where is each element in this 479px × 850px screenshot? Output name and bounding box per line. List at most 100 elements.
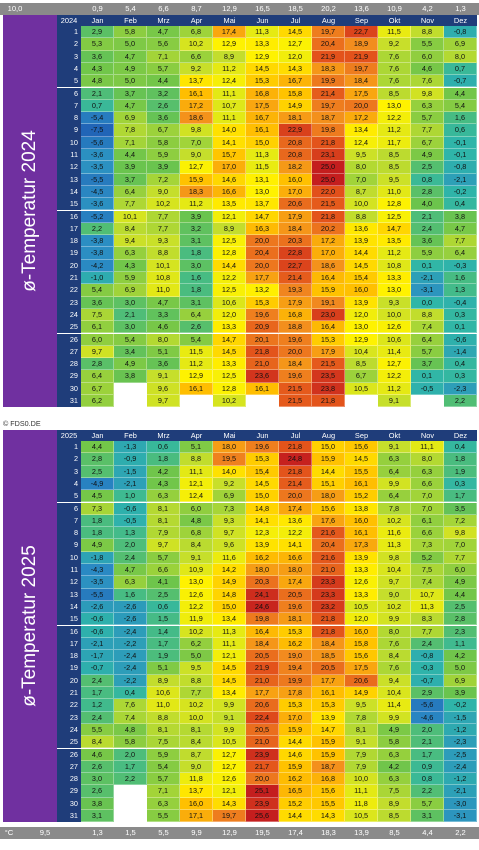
day-label: 25 (57, 736, 81, 749)
temperature-cell: 7,5 (147, 736, 180, 749)
temperature-cell: 15,0 (246, 136, 279, 149)
temperature-cell: 3,5 (444, 502, 477, 515)
temperature-cell: 16,0 (345, 284, 378, 297)
temperature-cell: 11,4 (378, 699, 411, 712)
temperature-cell: 7,9 (345, 748, 378, 761)
temperature-cell: 6,4 (114, 185, 147, 199)
temperature-cell: 5,7 (411, 112, 444, 125)
temperature-cell: 3,1 (411, 810, 444, 823)
temperature-cell: 3,6 (81, 296, 114, 309)
temperature-cell: 12,5 (378, 210, 411, 223)
temperature-cell: 9,9 (378, 477, 411, 491)
temperature-cell: 3,0 (114, 321, 147, 334)
temperature-cell: 1,7 (81, 687, 114, 700)
temperature-cell: 3,1 (180, 235, 213, 248)
temperature-cell: 9,0 (180, 760, 213, 774)
temperature-cell: 21,9 (246, 662, 279, 675)
day-label: 27 (57, 345, 81, 359)
temperature-cell: 7,9 (147, 527, 180, 540)
temperature-cell: 15,2 (345, 490, 378, 503)
temperature-cell: 3,8 (81, 797, 114, 810)
temperature-cell: 13,3 (345, 564, 378, 577)
heatmap-grid: 1 4,4 -1,3 0,6 5,1 18,0 19,6 21,8 15,0 15,6 9,1 11,… (57, 441, 477, 823)
temperature-cell: 23,6 (246, 370, 279, 383)
temperature-cell: 9,9 (213, 699, 246, 712)
temperature-cell: 13,0 (378, 284, 411, 297)
temperature-cell: 18,8 (279, 321, 312, 334)
temperature-cell: 6,3 (378, 748, 411, 761)
month-label: Apr (190, 16, 203, 25)
temperature-cell: 6,6 (147, 564, 180, 577)
temperature-cell: 10,7 (411, 588, 444, 601)
temperature-cell: 6,6 (411, 527, 444, 540)
temperature-cell: 5,7 (411, 345, 444, 359)
temperature-cell: 10,0 (345, 773, 378, 786)
day-label: 14 (57, 600, 81, 614)
temperature-cell: 16,8 (312, 773, 345, 786)
month-label: Aug (321, 16, 336, 25)
temperature-cell: 21,0 (246, 674, 279, 687)
temperature-cell: 6,3 (411, 99, 444, 113)
day-label: 17 (57, 222, 81, 236)
temperature-cell: -0,6 (81, 613, 114, 626)
temperature-cell: 4,9 (378, 723, 411, 737)
temperature-cell: 18,3 (312, 62, 345, 76)
temperature-cell: 21,9 (312, 50, 345, 63)
temperature-cell: 10,6 (378, 333, 411, 346)
temperature-cell: 9,7 (147, 395, 180, 408)
temperature-cell: 8,5 (378, 87, 411, 100)
temperature-cell: 15,3 (312, 699, 345, 712)
empty-cell (246, 395, 279, 408)
temperature-cell: 13,9 (312, 711, 345, 724)
temperature-cell: 19,3 (279, 284, 312, 297)
temperature-cell: 11,3 (411, 600, 444, 614)
temperature-cell: 1,6 (114, 588, 147, 601)
temperature-cell: -0,5 (114, 514, 147, 528)
temperature-cell: 2,9 (81, 26, 114, 39)
temperature-cell: 10,0 (345, 198, 378, 211)
day-label: 31 (57, 810, 81, 823)
temperature-cell: -0,8 (411, 650, 444, 663)
temperature-cell: 24,1 (246, 588, 279, 601)
temperature-cell: 10,4 (378, 687, 411, 700)
day-label: 18 (57, 650, 81, 663)
temperature-cell: 21,8 (279, 465, 312, 478)
temperature-cell: 3,6 (81, 50, 114, 63)
day-label: 25 (57, 321, 81, 334)
temperature-cell: 20,9 (246, 321, 279, 334)
temperature-cell: 10,2 (180, 699, 213, 712)
temperature-cell: -5,6 (411, 699, 444, 712)
temperature-cell: 15,3 (279, 699, 312, 712)
temperature-cell: 9,5 (345, 149, 378, 162)
temperature-cell: -2,6 (81, 600, 114, 614)
temperature-cell: 11,0 (147, 284, 180, 297)
temperature-cell: 5,4 (180, 333, 213, 346)
unit-label: °C (4, 828, 14, 837)
temperature-cell: 11,4 (378, 345, 411, 359)
temperature-cell: 22,4 (246, 711, 279, 724)
empty-cell (180, 395, 213, 408)
temperature-cell: 4,8 (81, 75, 114, 88)
temperature-cell: 17,9 (279, 210, 312, 223)
temperature-cell: 8,4 (114, 222, 147, 236)
temperature-cell: 6,0 (81, 333, 114, 346)
temperature-cell: 20,4 (312, 38, 345, 51)
temperature-cell: 0,4 (444, 358, 477, 371)
temperature-cell: 14,1 (279, 539, 312, 552)
temperature-cell: 13,6 (345, 222, 378, 236)
temperature-cell: 15,9 (312, 736, 345, 749)
temperature-cell: 3,7 (114, 173, 147, 186)
temperature-cell: 7,8 (345, 711, 378, 724)
temperature-cell: -2,1 (81, 637, 114, 651)
temperature-cell: 9,2 (378, 38, 411, 51)
empty-cell (114, 785, 147, 798)
temperature-cell: 11,1 (411, 441, 444, 454)
temperature-cell: 5,2 (411, 551, 444, 564)
temperature-cell: 13,4 (345, 124, 378, 137)
temperature-cell: 1,9 (444, 465, 477, 478)
temperature-cell: 11,0 (378, 185, 411, 199)
temperature-cell: 25,0 (312, 161, 345, 174)
temperature-cell: 7,4 (411, 576, 444, 589)
temperature-cell: -2,4 (114, 650, 147, 663)
day-label: 29 (57, 785, 81, 798)
